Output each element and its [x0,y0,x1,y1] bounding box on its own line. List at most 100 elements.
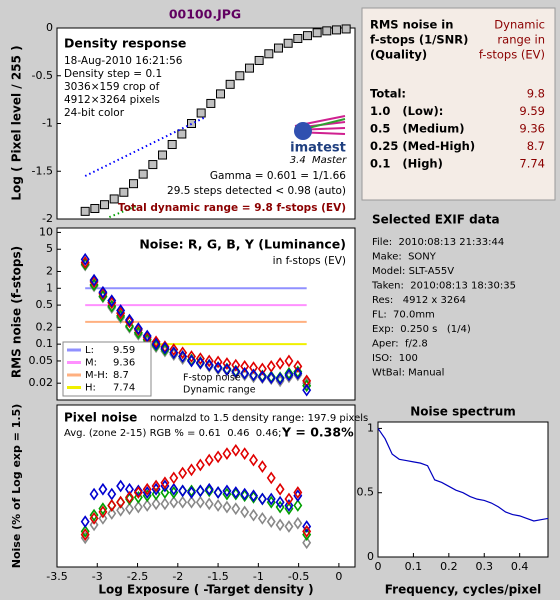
y-tick-label: -1.5 [32,164,53,177]
y-tick-label: 10 [39,225,53,238]
table-cell: 9.36 [519,122,545,136]
marker [204,482,214,496]
marker [178,350,188,363]
marker [107,301,117,315]
marker [275,518,285,532]
x-tick-label: 0.2 [440,560,458,573]
exif-line: File: 2010:08:13 21:33:44 [372,237,504,248]
marker [249,489,258,503]
marker [204,358,214,372]
marker [213,450,223,464]
marker [257,512,267,525]
marker [125,490,134,504]
marker [235,71,245,81]
table-header: f-stops (EV) [479,48,545,62]
marker [187,354,196,368]
exif-line: WtBal: Manual [372,368,444,379]
x-tick-label: -2.5 [127,570,148,583]
marker [206,98,216,108]
y-tick-label: 1 [367,421,374,434]
marker [160,341,170,355]
marker [231,502,241,516]
marker [80,252,90,266]
marker [266,471,276,485]
exif-line: ISO: 100 [372,353,418,364]
marker [213,361,223,375]
table-cell: Total: [370,87,406,101]
x-tick-label: 0.3 [476,560,494,573]
marker [195,484,205,498]
exif-line: Model: SLT-A55V [372,266,454,277]
exif-line: Res: 4912 x 3264 [372,295,466,306]
marker [302,31,312,41]
legend-value: 7.74 [113,383,135,394]
y-axis-label: Log ( Pixel level / 255 ) [10,45,24,200]
chart-subtitle: in f-stops (EV) [273,255,346,267]
marker [293,499,303,512]
marker [204,484,214,498]
marker [222,447,232,460]
table-cell: 7.74 [519,157,545,171]
marker [293,365,303,379]
marker [142,329,152,343]
marker [240,359,250,373]
marker [160,486,170,499]
marker [275,500,285,514]
marker [169,482,179,496]
annotation: 24-bit color [64,107,125,119]
marker [178,484,188,498]
x-tick-label: 0.1 [405,560,423,573]
annotation: Gamma = 0.601 = 1/1.66 [210,170,346,182]
marker [283,38,293,48]
marker [275,357,285,370]
marker [151,487,161,501]
legend-label: M: [85,358,97,369]
marker [240,487,250,501]
marker [187,350,196,363]
marker [169,348,179,361]
marker [293,34,303,44]
y-tick-label: 0.5 [357,486,375,499]
marker [116,503,126,517]
marker [178,466,188,480]
chart-title: Noise: R, G, B, Y (Luminance) [139,237,346,252]
legend-label: L: [85,345,94,356]
marker [80,257,90,271]
annotation: Avg. (zone 2-15) RGB % = 0.61 0.46 0.46; [64,428,281,439]
annotation: 18-Aug-2010 16:21:56 [64,55,183,67]
marker [225,79,235,89]
marker [275,372,285,386]
y-axis-label: Noise (% of Log exp = 1.5) [10,404,23,569]
y-tick-label: -1 [42,117,53,130]
table-cell: 8.7 [527,139,545,153]
marker [240,505,250,519]
marker [98,512,108,525]
logo-graphic [294,115,346,140]
series-line [377,428,549,522]
marker [249,370,258,384]
marker [240,366,250,380]
marker [302,524,312,538]
x-tick-label: -3.5 [46,570,67,583]
table-cell: 9.8 [527,87,545,101]
x-tick-label: -2 [172,570,183,583]
marker [293,516,303,530]
marker [89,508,99,522]
marker [89,512,99,525]
marker [293,486,303,499]
marker [195,356,205,370]
chart-title: Noise spectrum [410,405,516,419]
x-tick-label: -1 [253,570,264,583]
x-axis-label: Frequency, cycles/pixel [385,583,542,597]
x-tick-label: 0.4 [511,560,529,573]
marker [293,359,303,373]
marker [266,515,276,529]
marker [100,200,110,210]
marker [98,502,108,516]
x-axis-label: Log Exposure ( -Target density ) [98,583,313,597]
y-tick-label: 0 [367,550,374,563]
marker [195,495,205,509]
marker [222,357,232,370]
marker [125,502,134,516]
marker [275,495,285,509]
